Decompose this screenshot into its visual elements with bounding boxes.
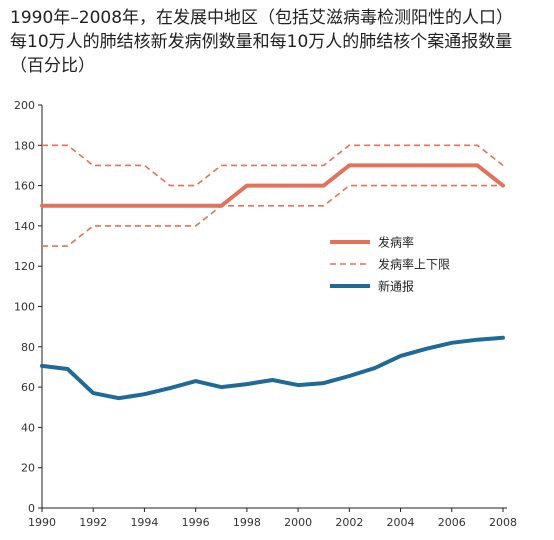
x-tick-label: 1990 — [28, 516, 56, 529]
series-line-1 — [42, 144, 504, 187]
y-tick-label: 0 — [28, 502, 35, 515]
x-tick-label: 1996 — [182, 516, 210, 529]
series-line-0 — [40, 163, 505, 208]
y-tick-label: 60 — [21, 381, 35, 394]
y-tick-label: 40 — [21, 421, 35, 434]
y-tick-label: 20 — [21, 462, 35, 475]
y-tick-label: 100 — [14, 301, 35, 314]
y-tick-label: 80 — [21, 341, 35, 354]
y-tick-label: 180 — [14, 139, 35, 152]
chart-title-line-3: （百分比） — [10, 56, 95, 76]
x-tick-label: 1994 — [130, 516, 158, 529]
x-tick-label: 2000 — [284, 516, 312, 529]
x-tick-label: 2006 — [438, 516, 466, 529]
x-tick-label: 2004 — [387, 516, 415, 529]
legend-label-2: 新通报 — [378, 279, 414, 294]
x-tick-label: 2002 — [335, 516, 363, 529]
chart-title-line-2: 每10万人的肺结核新发病例数量和每10万人的肺结核个案通报数量 — [10, 32, 513, 52]
chart-title: 1990年–2008年，在发展中地区（包括艾滋病毒检测阳性的人口） 每10万人的… — [10, 6, 550, 78]
x-tick-label: 1998 — [233, 516, 261, 529]
chart-series — [40, 144, 505, 401]
y-tick-label: 120 — [14, 260, 35, 273]
chart-axes — [38, 104, 507, 512]
series-line-3 — [40, 335, 505, 401]
legend-label-1: 发病率上下限 — [378, 257, 450, 272]
y-tick-label: 140 — [14, 220, 35, 233]
x-tick-label: 1992 — [79, 516, 107, 529]
chart-tick-labels: 0 20 40 60 80 100 120 140 160 180 200 1990 1992 1994 1… — [14, 99, 517, 529]
legend-label-0: 发病率 — [378, 235, 414, 250]
series-line-2 — [42, 184, 503, 247]
x-tick-label: 2008 — [489, 516, 517, 529]
y-tick-label: 200 — [14, 99, 35, 112]
y-tick-label: 160 — [14, 180, 35, 193]
chart-title-line-1: 1990年–2008年，在发展中地区（包括艾滋病毒检测阳性的人口） — [10, 8, 514, 28]
